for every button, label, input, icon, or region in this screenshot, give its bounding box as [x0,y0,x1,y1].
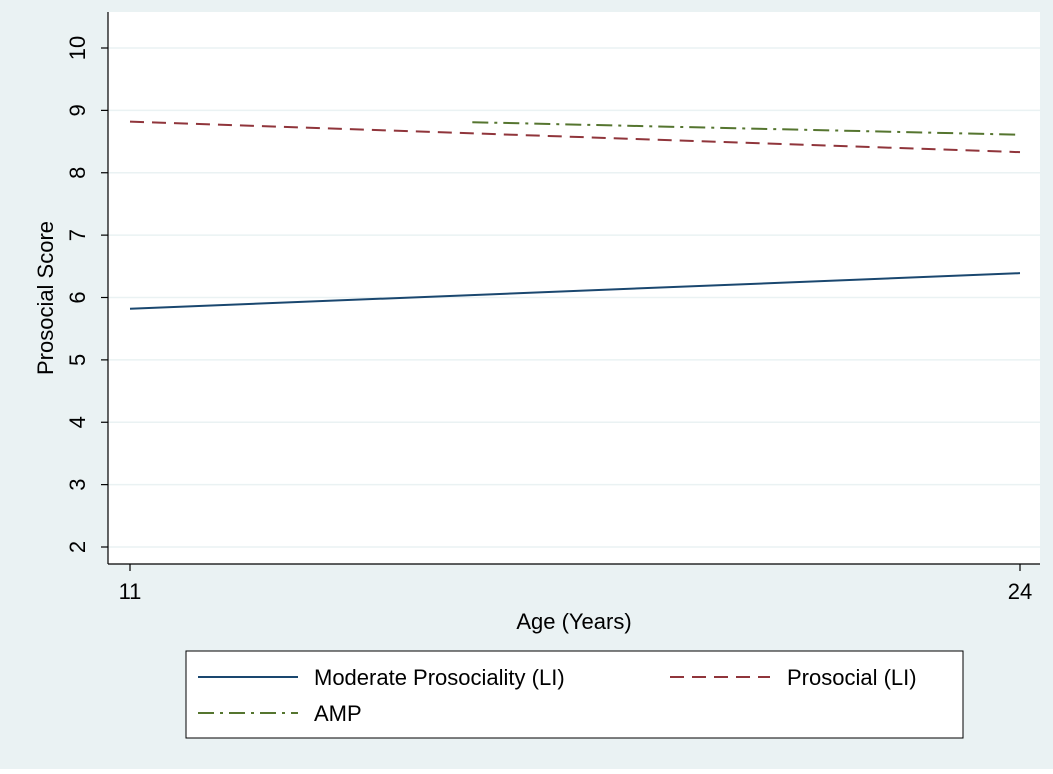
x-tick-label: 24 [1008,579,1032,604]
legend-box [185,650,964,739]
y-tick-label: 7 [65,229,90,241]
plot-area-background [108,12,1040,564]
y-tick-label: 9 [65,104,90,116]
series-line-1 [129,272,1021,310]
axes [107,12,1040,565]
y-tick-label: 8 [65,167,90,179]
x-axis-ticks: 11 24 [119,564,1032,604]
legend-label-amp: AMP [314,701,362,726]
y-tick-label: 4 [65,416,90,428]
y-tick-label: 5 [65,354,90,366]
x-axis-label: Age (Years) [516,609,631,634]
y-tick-label: 2 [65,541,90,553]
y-tick-label: 3 [65,479,90,491]
x-tick-label: 11 [119,579,142,604]
legend: Moderate Prosociality (LI) Prosocial (LI… [185,650,964,739]
y-tick-label: 10 [65,36,90,60]
y-axis-ticks: 2 3 4 5 6 7 8 9 10 [65,36,108,553]
series-layer [129,120,1021,310]
grid-lines [108,47,1040,548]
y-tick-label: 6 [65,291,90,303]
series-line-3 [472,121,1021,136]
y-axis-label: Prosocial Score [33,221,58,375]
legend-label-moderate-prosociality: Moderate Prosociality (LI) [314,665,565,690]
series-line-2 [129,120,1021,154]
legend-label-prosocial: Prosocial (LI) [787,665,917,690]
